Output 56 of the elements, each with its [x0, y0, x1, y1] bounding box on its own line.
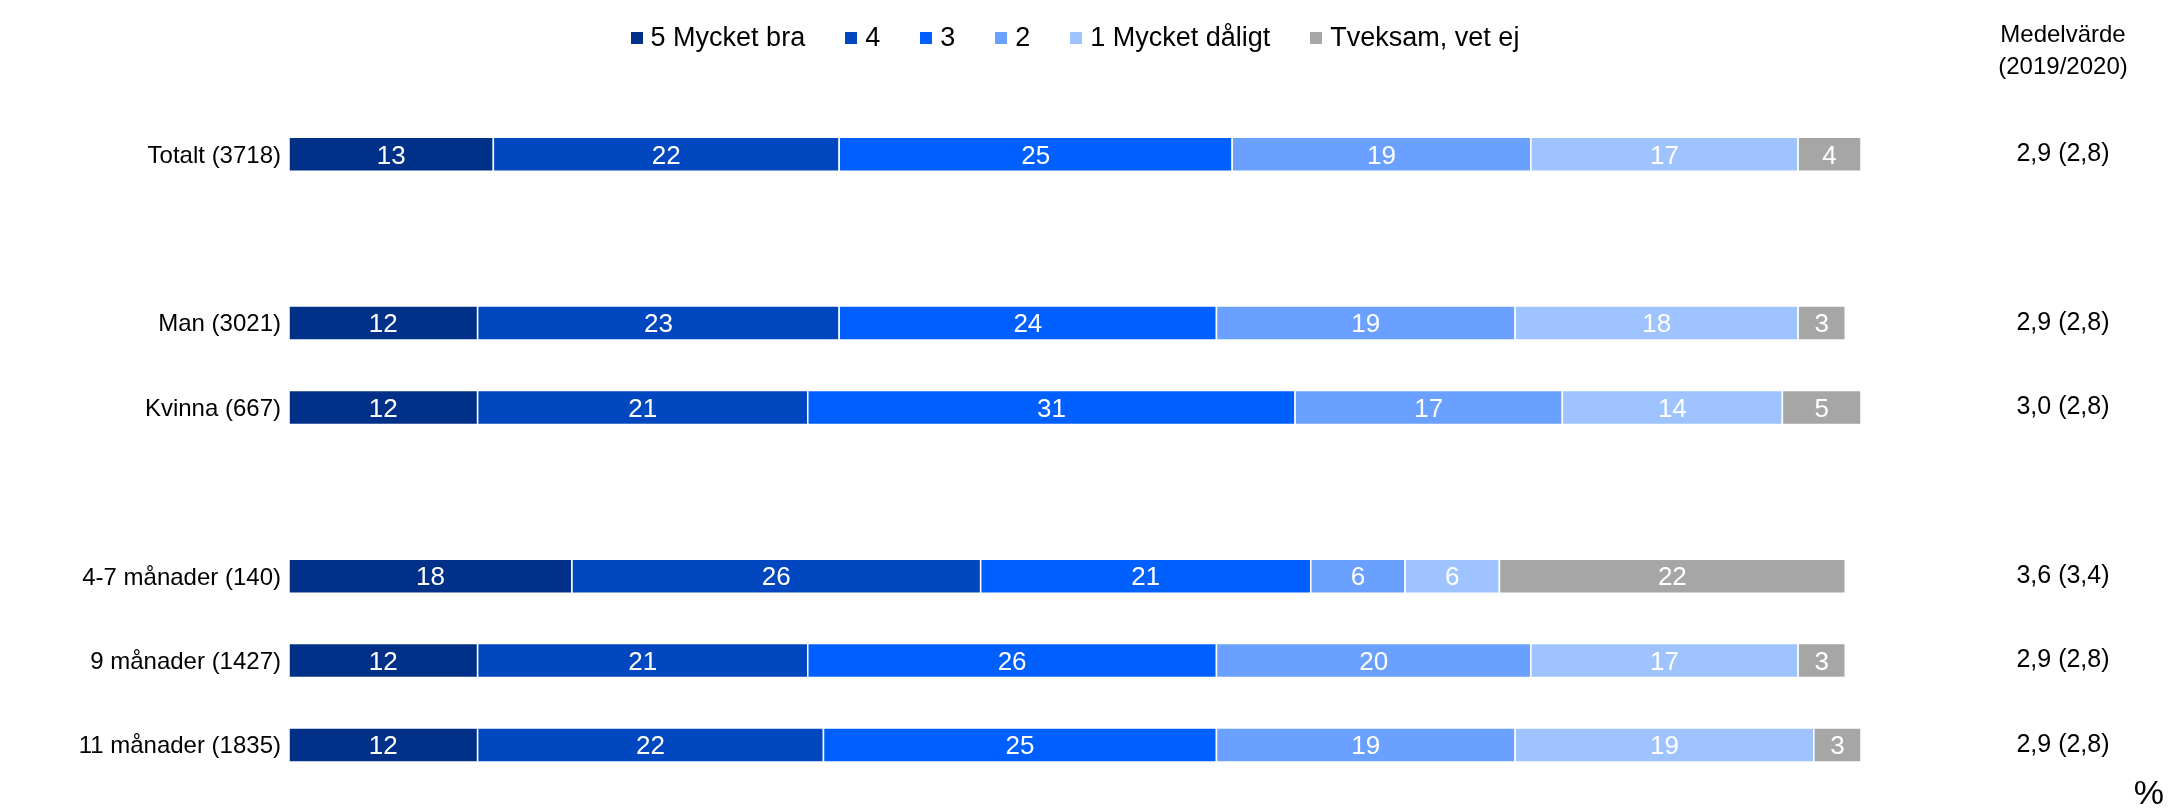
data-label: 17 — [1414, 392, 1444, 423]
data-label: 4 — [1822, 139, 1837, 170]
data-label: 12 — [368, 645, 398, 676]
data-label: 25 — [1021, 139, 1051, 170]
data-label: 24 — [1013, 308, 1043, 339]
data-label: 18 — [416, 561, 445, 592]
data-label: 19 — [1367, 139, 1396, 170]
text: 2,9 (2,8) — [2015, 306, 2111, 336]
data-label: 17 — [1650, 139, 1679, 170]
data-label: 13 — [376, 139, 406, 170]
text: 2,9 (2,8) — [2015, 138, 2111, 168]
data-label: 14 — [1657, 392, 1687, 423]
data-label: 3 — [1814, 308, 1829, 339]
text: 2,9 (2,8) — [2015, 644, 2111, 674]
data-label: 12 — [368, 730, 398, 761]
data-label: 26 — [761, 561, 791, 592]
y-tick-label: 11 månader (1835) — [78, 731, 281, 759]
data-label: 6 — [1350, 561, 1366, 592]
data-label: 21 — [628, 645, 658, 676]
data-label: 19 — [1351, 730, 1381, 761]
data-label: 22 — [1657, 561, 1687, 592]
y-tick-label: 9 månader (1427) — [90, 646, 281, 674]
data-label: 21 — [628, 392, 658, 423]
data-label: 26 — [997, 645, 1027, 676]
text: 2,9 (2,8) — [2015, 728, 2111, 758]
legend-label: 2 — [1015, 22, 1031, 53]
data-label: 21 — [1131, 561, 1161, 592]
y-tick-label: Kvinna (667) — [144, 393, 281, 421]
data-label: 19 — [1351, 308, 1381, 339]
data-label: 5 — [1814, 392, 1829, 423]
legend-label: Tveksam, vet ej — [1330, 22, 1520, 53]
legend-label: 1 Mycket dåligt — [1090, 22, 1271, 53]
data-label: 22 — [636, 730, 666, 761]
data-label: 17 — [1650, 645, 1679, 676]
data-label: 25 — [1005, 730, 1035, 761]
data-label: 6 — [1445, 561, 1460, 592]
legend-label: 3 — [940, 22, 956, 53]
y-tick-label: Totalt (3718) — [147, 140, 281, 168]
text: Medelvärde (2019/2020) — [1997, 19, 2129, 82]
legend-label: 4 — [865, 22, 881, 53]
data-label: 3 — [1814, 645, 1829, 676]
data-label: 12 — [368, 392, 398, 423]
data-label: 12 — [368, 308, 398, 339]
data-label: 22 — [651, 139, 681, 170]
data-label: 18 — [1642, 308, 1672, 339]
y-tick-label: Man (3021) — [158, 309, 281, 337]
data-label: 3 — [1830, 730, 1845, 761]
data-label: 19 — [1650, 730, 1679, 761]
text: 3,0 (2,8) — [2015, 391, 2111, 421]
text: % — [2133, 773, 2164, 812]
data-label: 20 — [1359, 645, 1389, 676]
data-label: 23 — [643, 308, 673, 339]
y-tick-label: 4-7 månader (140) — [82, 562, 281, 590]
data-label: 31 — [1036, 392, 1066, 423]
text: 3,6 (3,4) — [2015, 560, 2111, 590]
legend-label: 5 Mycket bra — [650, 22, 806, 53]
